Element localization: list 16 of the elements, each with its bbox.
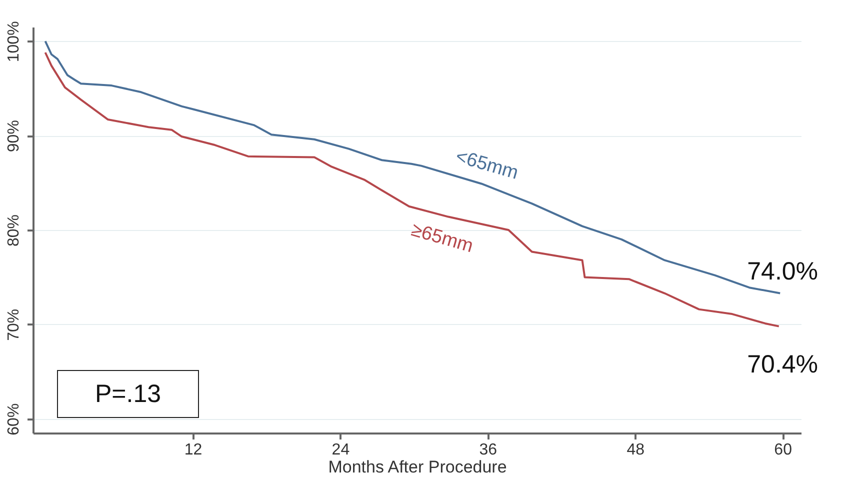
x-tick-label: 24 [332,442,350,458]
x-axis-title: Months After Procedure [328,458,507,476]
y-tick-label: 90% [6,120,22,152]
x-tick-label: 36 [479,442,498,458]
text: <65mm [453,146,520,184]
text: ≥65mm [408,220,476,258]
x-tick-label: 48 [626,442,645,458]
annotation: 74.0% [747,257,818,286]
y-tick-label: 60% [6,403,22,436]
annotation: 70.4% [747,350,818,378]
y-tick-label: 80% [6,214,22,247]
x-tick-label: 12 [184,442,202,458]
p-value-box: P=.13 [57,370,199,418]
y-tick-label: 70% [6,308,22,341]
y-tick-label: 100% [6,21,22,62]
x-tick-label: 60 [774,442,792,458]
